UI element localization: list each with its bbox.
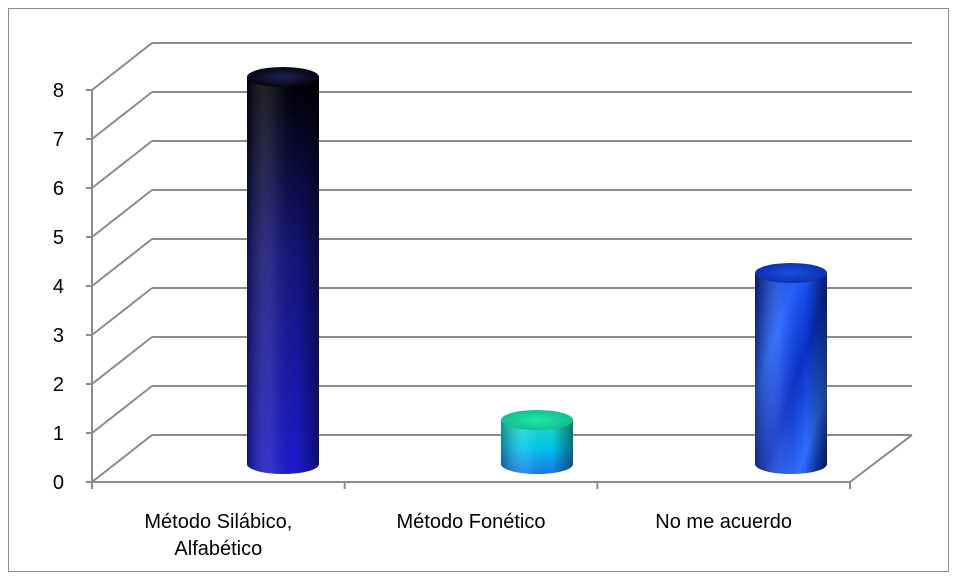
bar-top (501, 410, 573, 430)
y-tick-label: 6 (53, 178, 64, 200)
bars-layer (247, 67, 827, 474)
bar-shading (755, 273, 827, 474)
y-tick-label: 1 (53, 423, 64, 445)
side-gridline (91, 336, 153, 385)
y-tick-label: 3 (53, 325, 64, 347)
x-category-label: Alfabético (174, 538, 262, 560)
y-tick-label: 5 (53, 227, 64, 249)
side-gridline (91, 189, 153, 238)
y-tick-label: 2 (53, 374, 64, 396)
x-category-label: No me acuerdo (655, 511, 792, 533)
y-tick-label: 7 (53, 129, 64, 151)
labels-layer: 0 1 2 3 4 5 6 7 8 Método Silábico, Alfabético Métod… (53, 80, 792, 560)
side-gridline (91, 287, 153, 336)
bar-shading (247, 77, 319, 474)
x-category-label: Método Silábico, (144, 511, 292, 533)
bar-cylinder (247, 67, 319, 474)
side-gridline (91, 238, 153, 287)
bar-cylinder (501, 410, 573, 474)
side-gridline (91, 91, 153, 140)
x-category-label: Método Fonético (397, 511, 546, 533)
y-tick-label: 8 (53, 80, 64, 102)
side-gridline (91, 140, 153, 189)
axis-layer (86, 89, 851, 489)
y-tick-label: 0 (53, 472, 64, 494)
side-gridline (91, 385, 153, 434)
bar-top (247, 67, 319, 87)
bar-shading (501, 420, 573, 474)
side-gridline (91, 434, 153, 483)
y-tick-label: 4 (53, 276, 64, 298)
side-gridline (91, 42, 153, 91)
bar-top (755, 263, 827, 283)
floor-right-edge (849, 434, 913, 483)
bar-cylinder (755, 263, 827, 474)
